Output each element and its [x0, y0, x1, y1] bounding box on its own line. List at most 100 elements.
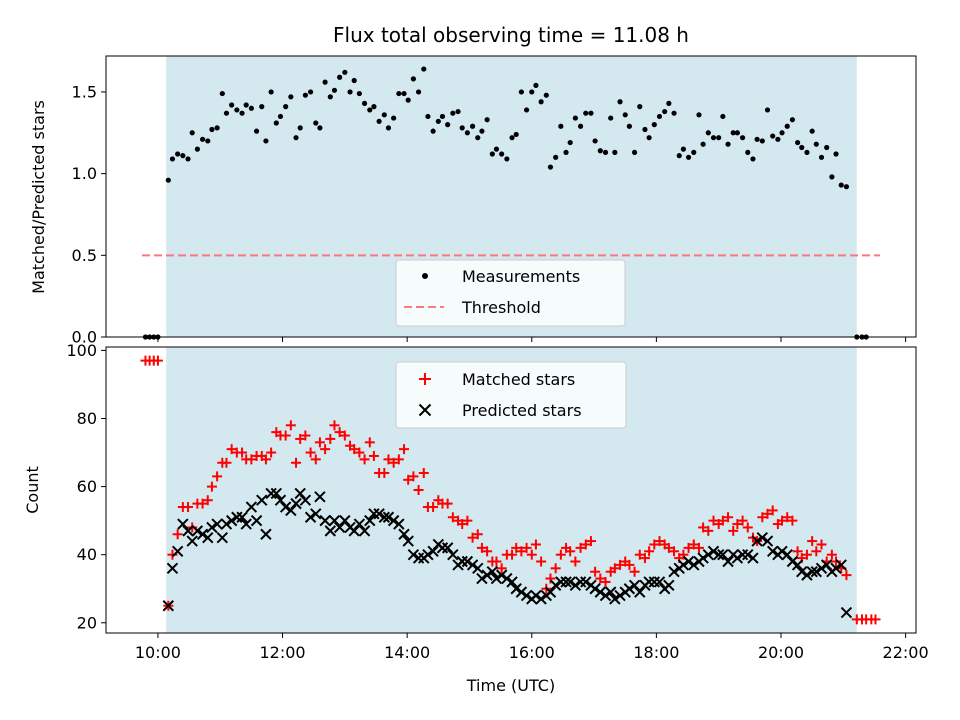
matched-star-point — [291, 457, 302, 468]
y-tick-label: 1.5 — [72, 82, 97, 101]
matched-star-point — [511, 542, 522, 553]
measurement-point — [538, 99, 544, 105]
measurement-point — [415, 89, 422, 95]
predicted-star-point — [786, 555, 799, 568]
measurement-point — [489, 151, 495, 157]
predicted-star-point — [722, 555, 734, 568]
matched-star-point — [280, 430, 291, 441]
predicted-star-point — [835, 559, 847, 571]
predicted-star-point — [791, 559, 804, 571]
matched-star-point — [634, 549, 645, 560]
predicted-star-point — [290, 497, 302, 510]
predicted-star-point — [398, 528, 410, 540]
measurement-point — [385, 125, 392, 131]
matched-star-point — [708, 515, 719, 526]
measurement-point — [838, 182, 844, 188]
matched-star-point — [491, 556, 502, 567]
matched-star-point — [476, 542, 487, 553]
matched-star-point — [354, 447, 365, 458]
matched-star-point — [629, 566, 640, 577]
matched-star-point — [442, 498, 453, 509]
matched-star-point — [678, 549, 689, 560]
predicted-star-point — [530, 589, 542, 602]
measurement-point — [475, 135, 481, 141]
matched-star-point — [767, 505, 778, 516]
predicted-star-point — [220, 518, 233, 530]
predicted-star-point — [712, 548, 725, 561]
chart-title: Flux total observing time = 11.08 h — [333, 23, 689, 47]
predicted-star-point — [182, 525, 194, 537]
top-x-ticks — [157, 337, 907, 342]
matched-star-point — [320, 444, 331, 455]
matched-star-point — [221, 457, 232, 468]
predicted-star-point — [285, 504, 297, 517]
predicted-star-point — [314, 491, 326, 503]
matched-star-point — [305, 447, 316, 458]
matched-star-point — [329, 420, 340, 431]
matched-star-point — [507, 549, 518, 560]
predicted-star-point — [358, 525, 371, 537]
measurement-point — [739, 135, 746, 141]
measurement-point — [509, 135, 515, 141]
matched-star-point — [197, 498, 208, 509]
predicted-star-point — [599, 589, 612, 602]
predicted-star-point — [830, 562, 842, 575]
bottom-legend: Matched stars Predicted stars — [395, 361, 627, 429]
matched-star-point — [285, 420, 296, 431]
predicted-star-point — [353, 518, 366, 530]
x-tick-label: 14:00 — [384, 643, 430, 662]
predicted-star-point — [339, 514, 351, 527]
y-tick-label: 80 — [77, 409, 97, 428]
matched-star-point — [467, 532, 478, 543]
measurement-point — [180, 153, 186, 159]
matched-star-point — [526, 549, 537, 560]
predicted-star-point — [668, 566, 680, 578]
matched-star-point — [782, 512, 793, 523]
matched-star-point — [732, 519, 743, 530]
matched-star-point — [570, 556, 581, 567]
matched-star-point — [310, 454, 321, 465]
predicted-star-point — [461, 555, 474, 568]
measurement-point — [547, 164, 554, 170]
predicted-star-point — [742, 548, 754, 561]
measurement-point — [342, 69, 348, 75]
measurement-point — [533, 82, 539, 89]
predicted-star-point — [806, 566, 818, 578]
matched-star-point — [152, 355, 163, 366]
measurement-point — [705, 130, 711, 136]
matched-star-point — [325, 433, 336, 444]
measurement-point — [259, 104, 265, 110]
measurement-point — [331, 87, 338, 93]
measurement-point — [700, 141, 706, 147]
matched-star-point — [167, 549, 178, 560]
predicted-star-point — [447, 548, 459, 561]
predicted-star-point — [245, 501, 258, 513]
matched-star-point — [555, 549, 566, 560]
measurement-point — [263, 138, 269, 144]
matched-star-point — [447, 512, 458, 523]
measurement-point — [572, 115, 578, 121]
predicted-star-point — [682, 555, 695, 568]
predicted-star-point — [520, 589, 533, 602]
measurement-point — [302, 92, 308, 98]
predicted-star-point — [436, 542, 449, 554]
x-tick-label: 20:00 — [758, 643, 804, 662]
predicted-star-point — [427, 545, 439, 557]
predicted-star-point — [628, 579, 641, 592]
measurement-point — [818, 154, 825, 160]
x-tick-label: 18:00 — [633, 643, 679, 662]
legend-predicted-marker — [418, 403, 432, 417]
predicted-star-point — [510, 583, 522, 595]
matched-star-point — [413, 485, 424, 495]
measurement-point — [779, 130, 785, 136]
legend-threshold-label: Threshold — [461, 298, 541, 317]
measurement-point — [376, 118, 382, 124]
measurement-point — [229, 102, 235, 108]
matched-star-point — [841, 570, 852, 581]
predicted-star-point — [747, 552, 759, 564]
predicted-star-point — [378, 511, 391, 523]
measurement-point — [307, 89, 314, 95]
measurement-point — [651, 122, 657, 128]
predicted-star-point — [240, 518, 252, 530]
